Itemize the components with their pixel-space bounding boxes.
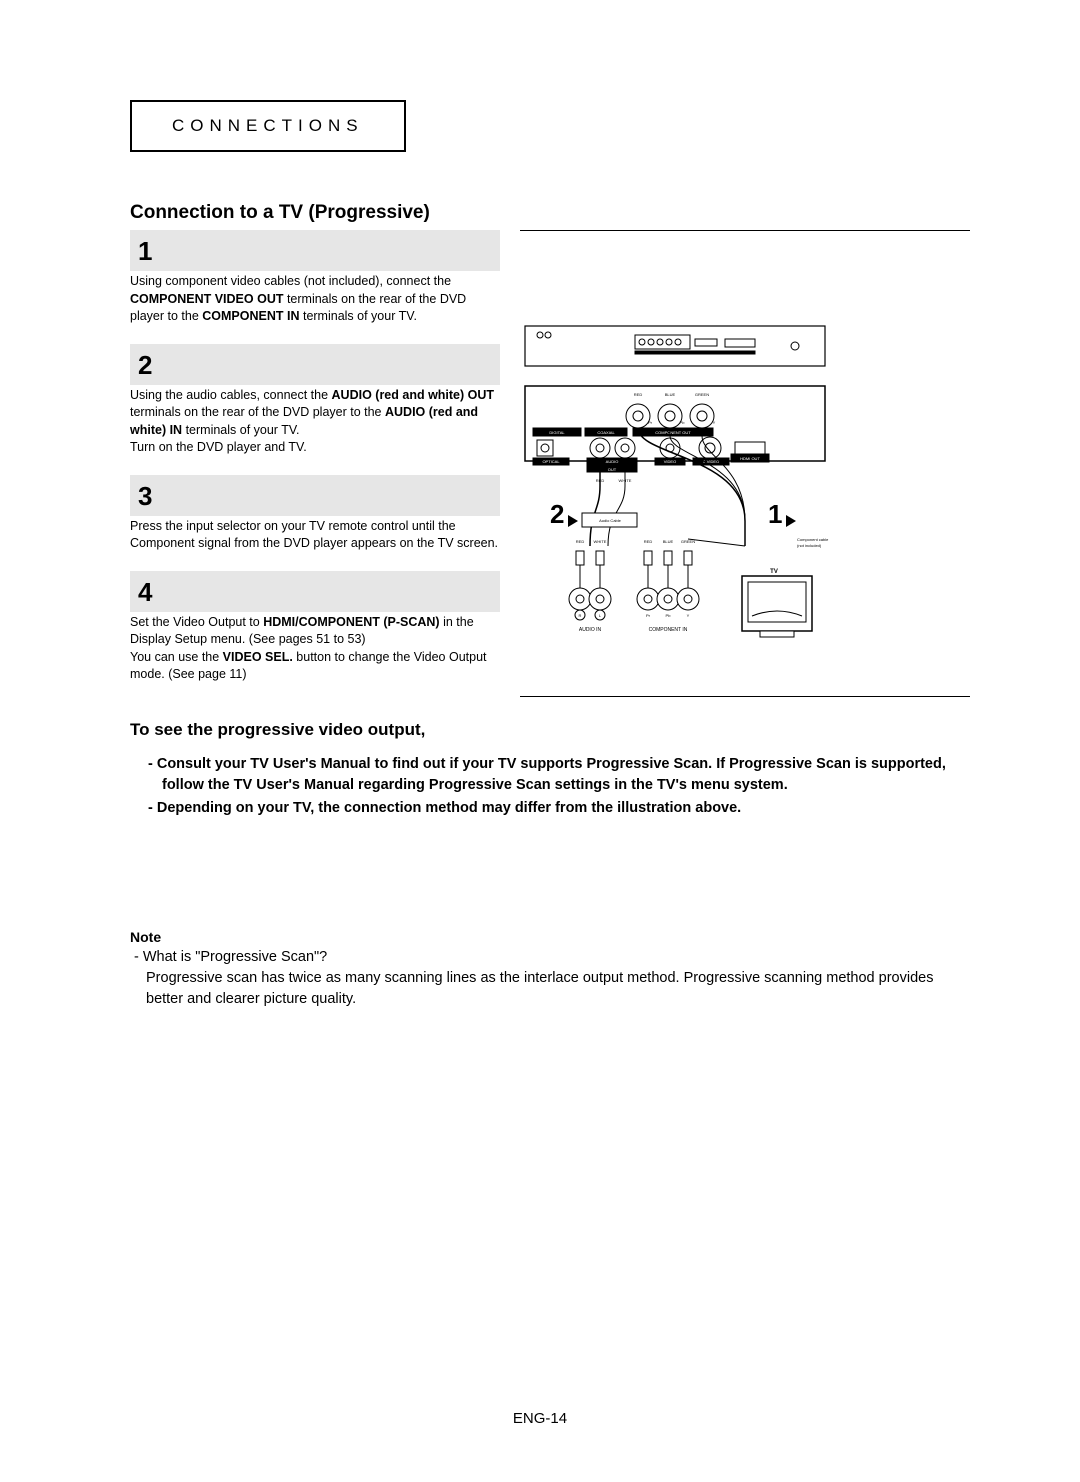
step-number: 1 (130, 230, 500, 271)
divider (520, 230, 970, 231)
svg-text:Y: Y (687, 613, 690, 618)
svg-text:(not included): (not included) (797, 543, 822, 548)
svg-text:AUDIO IN: AUDIO IN (579, 627, 602, 633)
page-heading: Connection to a TV (Progressive) (130, 202, 970, 224)
svg-text:WHITE: WHITE (594, 539, 607, 544)
svg-text:BLUE: BLUE (665, 392, 676, 397)
svg-text:Pb: Pb (680, 420, 686, 425)
svg-text:BLUE: BLUE (663, 539, 674, 544)
svg-text:RED: RED (576, 539, 585, 544)
connection-diagram: RED Pr BLUE Pb GREEN Y DIGITAL COAXIAL COMPONENT… (520, 321, 970, 676)
svg-text:Pr: Pr (646, 613, 651, 618)
bullet-item: - Depending on your TV, the connection m… (148, 798, 970, 819)
step-body: Press the input selector on your TV remo… (130, 516, 500, 571)
svg-text:2: 2 (550, 499, 564, 529)
divider (520, 696, 970, 697)
step-number: 3 (130, 475, 500, 516)
svg-text:GREEN: GREEN (695, 392, 709, 397)
svg-text:R: R (579, 613, 582, 618)
step-body: Using component video cables (not includ… (130, 271, 500, 344)
bullet-item: - Consult your TV User's Manual to find … (148, 754, 970, 796)
svg-text:S-VIDEO: S-VIDEO (703, 459, 719, 464)
svg-text:Pb: Pb (666, 613, 672, 618)
note-heading: Note (130, 929, 970, 945)
svg-text:Y: Y (713, 420, 716, 425)
step-body: Set the Video Output to HDMI/COMPONENT (… (130, 612, 500, 702)
svg-text:VIDEO: VIDEO (664, 459, 676, 464)
svg-text:OPTICAL: OPTICAL (542, 459, 560, 464)
bullet-list: - Consult your TV User's Manual to find … (130, 754, 970, 819)
svg-text:COAXIAL: COAXIAL (597, 430, 615, 435)
svg-text:Component cable: Component cable (797, 537, 829, 542)
svg-text:RED: RED (634, 392, 643, 397)
subheading: To see the progressive video output, (130, 720, 970, 740)
svg-text:Pr: Pr (648, 420, 653, 425)
svg-text:1: 1 (768, 499, 782, 529)
svg-text:AUDIO: AUDIO (606, 459, 619, 464)
diagram-column: RED Pr BLUE Pb GREEN Y DIGITAL COAXIAL COMPONENT… (520, 230, 970, 697)
step-number: 4 (130, 571, 500, 612)
note-body: - What is "Progressive Scan"?Progressive… (130, 947, 970, 1010)
svg-text:COMPONENT IN: COMPONENT IN (649, 627, 688, 633)
section-title: CONNECTIONS (130, 100, 406, 152)
page-number: ENG-14 (0, 1410, 1080, 1427)
svg-text:Audio Cable: Audio Cable (599, 518, 622, 523)
svg-text:HDMI OUT: HDMI OUT (740, 456, 760, 461)
step-body: Using the audio cables, connect the AUDI… (130, 385, 500, 475)
svg-text:OUT: OUT (608, 467, 617, 472)
step-number: 2 (130, 344, 500, 385)
svg-text:RED: RED (644, 539, 653, 544)
svg-text:COMPONENT OUT: COMPONENT OUT (655, 430, 691, 435)
steps-column: 1Using component video cables (not inclu… (130, 230, 500, 702)
svg-text:DIGITAL: DIGITAL (549, 430, 565, 435)
svg-text:TV: TV (770, 569, 778, 575)
